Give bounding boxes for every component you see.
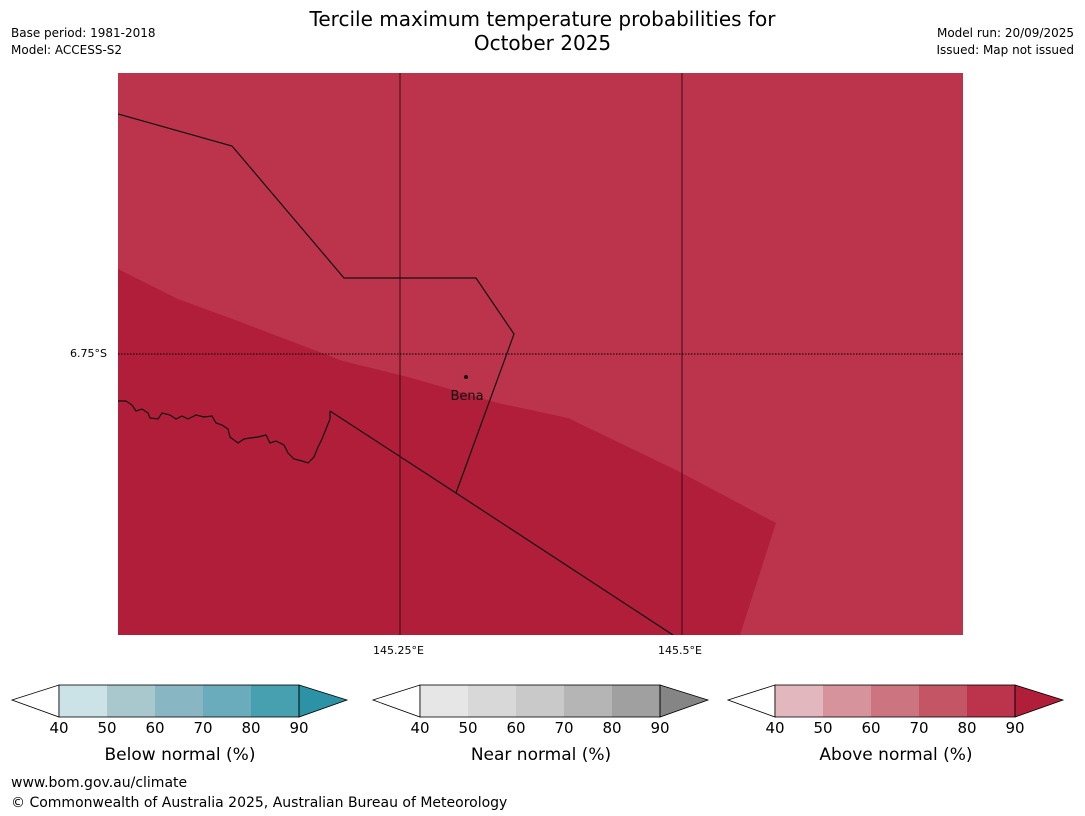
title-line-2: October 2025 bbox=[473, 31, 612, 55]
cb-below-under bbox=[10, 684, 60, 718]
above-normal-80-90-region bbox=[118, 269, 776, 635]
cb-near-under bbox=[371, 684, 421, 718]
cb-below-seg-2 bbox=[107, 685, 155, 717]
cb-above-over bbox=[1014, 684, 1065, 718]
meta-left: Base period: 1981-2018 Model: ACCESS-S2 bbox=[11, 25, 156, 59]
map-canvas: Bena bbox=[118, 73, 963, 635]
tick: 90 bbox=[289, 719, 309, 737]
colorbar-near-normal bbox=[371, 684, 710, 718]
cb-near-over bbox=[659, 684, 710, 718]
cb-above-seg-3 bbox=[871, 685, 919, 717]
cb-above-seg-5 bbox=[967, 685, 1015, 717]
cb-near-seg-3 bbox=[516, 685, 564, 717]
footer-url[interactable]: www.bom.gov.au/climate bbox=[11, 775, 188, 791]
town-marker[interactable] bbox=[464, 375, 468, 379]
cb-above-seg-2 bbox=[823, 685, 871, 717]
map-title: Tercile maximum temperature probabilitie… bbox=[0, 7, 1085, 55]
lon-label-145-25: 145.25°E bbox=[373, 644, 424, 657]
cb-near-seg-4 bbox=[564, 685, 612, 717]
tick: 70 bbox=[909, 719, 929, 737]
lat-label: 6.75°S bbox=[70, 347, 107, 360]
tick: 90 bbox=[650, 719, 670, 737]
colorbar-above-normal bbox=[726, 684, 1065, 718]
base-period: Base period: 1981-2018 bbox=[11, 26, 156, 40]
cb-above-under bbox=[726, 684, 776, 718]
lon-label-145-5: 145.5°E bbox=[658, 644, 702, 657]
colorbar-near-label: Near normal (%) bbox=[470, 745, 612, 765]
cb-above-seg-4 bbox=[919, 685, 967, 717]
tick: 90 bbox=[1005, 719, 1025, 737]
model-run: Model run: 20/09/2025 bbox=[936, 26, 1074, 40]
province-boundary-south bbox=[329, 410, 674, 635]
cb-near-seg-5 bbox=[612, 685, 660, 717]
cb-above-seg-1 bbox=[775, 685, 823, 717]
province-boundary bbox=[118, 113, 515, 494]
issued-status: Issued: Map not issued bbox=[936, 43, 1074, 57]
meta-right: Model run: 20/09/2025 Issued: Map not is… bbox=[936, 25, 1074, 59]
model-name: Model: ACCESS-S2 bbox=[11, 43, 123, 57]
cb-below-over bbox=[298, 684, 349, 718]
cb-below-seg-5 bbox=[251, 685, 299, 717]
cb-near-seg-1 bbox=[420, 685, 468, 717]
tick: 40 bbox=[410, 719, 430, 737]
title-line-1: Tercile maximum temperature probabilitie… bbox=[309, 7, 776, 31]
colorbar-below-label: Below normal (%) bbox=[104, 745, 256, 765]
town-label: Bena bbox=[450, 389, 483, 404]
tick: 50 bbox=[458, 719, 478, 737]
tick: 80 bbox=[957, 719, 977, 737]
tick: 60 bbox=[145, 719, 165, 737]
coastline bbox=[118, 400, 331, 464]
tick: 40 bbox=[49, 719, 69, 737]
colorbar-above-label: Above normal (%) bbox=[819, 745, 973, 765]
tick: 80 bbox=[241, 719, 261, 737]
footer-copyright: © Commonwealth of Australia 2025, Austra… bbox=[11, 795, 508, 811]
cb-below-seg-1 bbox=[59, 685, 107, 717]
tick: 40 bbox=[765, 719, 785, 737]
cb-below-seg-3 bbox=[155, 685, 203, 717]
cb-near-seg-2 bbox=[468, 685, 516, 717]
tick: 80 bbox=[602, 719, 622, 737]
tick: 70 bbox=[554, 719, 574, 737]
tick: 50 bbox=[97, 719, 117, 737]
tick: 70 bbox=[193, 719, 213, 737]
cb-below-seg-4 bbox=[203, 685, 251, 717]
tick: 60 bbox=[861, 719, 881, 737]
colorbar-below-normal bbox=[10, 684, 349, 718]
tick: 60 bbox=[506, 719, 526, 737]
map-panel[interactable]: Bena bbox=[118, 73, 963, 635]
tick: 50 bbox=[813, 719, 833, 737]
